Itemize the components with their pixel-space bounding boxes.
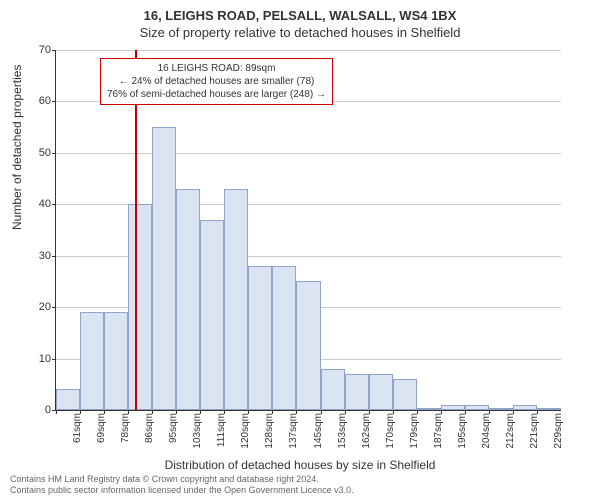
histogram-bar xyxy=(272,266,296,410)
xtick-label: 128sqm xyxy=(264,413,275,449)
histogram-bar xyxy=(200,220,224,410)
xtick-mark xyxy=(248,410,249,414)
xtick-mark xyxy=(369,410,370,414)
xtick-mark xyxy=(80,410,81,414)
ytick-label: 60 xyxy=(21,95,51,107)
ytick-mark xyxy=(52,307,56,308)
xtick-label: 78sqm xyxy=(120,413,131,443)
footer-line1: Contains HM Land Registry data © Crown c… xyxy=(10,474,354,485)
histogram-bar xyxy=(80,312,104,410)
y-axis-label: Number of detached properties xyxy=(10,65,24,230)
xtick-mark xyxy=(513,410,514,414)
xtick-mark xyxy=(537,410,538,414)
ytick-mark xyxy=(52,153,56,154)
ytick-label: 40 xyxy=(21,198,51,210)
xtick-mark xyxy=(345,410,346,414)
xtick-label: 69sqm xyxy=(96,413,107,443)
histogram-bar xyxy=(369,374,393,410)
xtick-mark xyxy=(56,410,57,414)
histogram-bar xyxy=(104,312,128,410)
xtick-mark xyxy=(296,410,297,414)
histogram-bar xyxy=(321,369,345,410)
ytick-label: 20 xyxy=(21,301,51,313)
ytick-label: 50 xyxy=(21,147,51,159)
footer-line2: Contains public sector information licen… xyxy=(10,485,354,496)
xtick-label: 162sqm xyxy=(361,413,372,449)
xtick-mark xyxy=(176,410,177,414)
ytick-mark xyxy=(52,256,56,257)
xtick-label: 170sqm xyxy=(385,413,396,449)
xtick-label: 145sqm xyxy=(313,413,324,449)
histogram-bar xyxy=(248,266,272,410)
ytick-mark xyxy=(52,101,56,102)
xtick-label: 179sqm xyxy=(409,413,420,449)
xtick-label: 204sqm xyxy=(481,413,492,449)
xtick-mark xyxy=(272,410,273,414)
histogram-bar xyxy=(465,405,489,410)
ytick-label: 70 xyxy=(21,44,51,56)
histogram-bar xyxy=(417,408,441,410)
xtick-mark xyxy=(465,410,466,414)
ytick-mark xyxy=(52,204,56,205)
xtick-mark xyxy=(489,410,490,414)
xtick-label: 229sqm xyxy=(553,413,564,449)
histogram-bar xyxy=(176,189,200,410)
xtick-label: 111sqm xyxy=(216,413,227,447)
ytick-label: 0 xyxy=(21,404,51,416)
xtick-mark xyxy=(441,410,442,414)
xtick-label: 61sqm xyxy=(72,413,83,443)
xtick-label: 187sqm xyxy=(433,413,444,449)
xtick-mark xyxy=(224,410,225,414)
gridline xyxy=(56,50,561,51)
ytick-mark xyxy=(52,359,56,360)
xtick-mark xyxy=(321,410,322,414)
xtick-mark xyxy=(393,410,394,414)
annotation-line3: 76% of semi-detached houses are larger (… xyxy=(107,88,326,101)
histogram-bar xyxy=(537,408,561,410)
xtick-label: 120sqm xyxy=(240,413,251,449)
xtick-mark xyxy=(200,410,201,414)
xtick-mark xyxy=(128,410,129,414)
histogram-bar xyxy=(296,281,320,410)
histogram-bar xyxy=(441,405,465,410)
ytick-label: 30 xyxy=(21,250,51,262)
title-sub: Size of property relative to detached ho… xyxy=(0,23,600,40)
histogram-bar xyxy=(513,405,537,410)
xtick-label: 153sqm xyxy=(337,413,348,449)
annotation-line2: ← 24% of detached houses are smaller (78… xyxy=(107,75,326,88)
histogram-bar xyxy=(128,204,152,410)
xtick-label: 221sqm xyxy=(529,413,540,449)
xtick-label: 195sqm xyxy=(457,413,468,449)
histogram-bar xyxy=(56,389,80,410)
title-main: 16, LEIGHS ROAD, PELSALL, WALSALL, WS4 1… xyxy=(0,0,600,23)
gridline xyxy=(56,153,561,154)
xtick-label: 95sqm xyxy=(168,413,179,443)
histogram-bar xyxy=(224,189,248,410)
xtick-label: 212sqm xyxy=(505,413,516,449)
histogram-bar xyxy=(489,408,513,410)
x-axis-label: Distribution of detached houses by size … xyxy=(0,458,600,472)
annotation-line1: 16 LEIGHS ROAD: 89sqm xyxy=(107,62,326,75)
xtick-mark xyxy=(104,410,105,414)
histogram-bar xyxy=(393,379,417,410)
ytick-mark xyxy=(52,50,56,51)
annotation-box: 16 LEIGHS ROAD: 89sqm ← 24% of detached … xyxy=(100,58,333,105)
xtick-label: 137sqm xyxy=(288,413,299,449)
histogram-bar xyxy=(345,374,369,410)
xtick-mark xyxy=(152,410,153,414)
xtick-label: 103sqm xyxy=(192,413,203,449)
xtick-label: 86sqm xyxy=(144,413,155,443)
xtick-mark xyxy=(417,410,418,414)
footer-credits: Contains HM Land Registry data © Crown c… xyxy=(10,474,354,496)
histogram-bar xyxy=(152,127,176,410)
ytick-label: 10 xyxy=(21,353,51,365)
